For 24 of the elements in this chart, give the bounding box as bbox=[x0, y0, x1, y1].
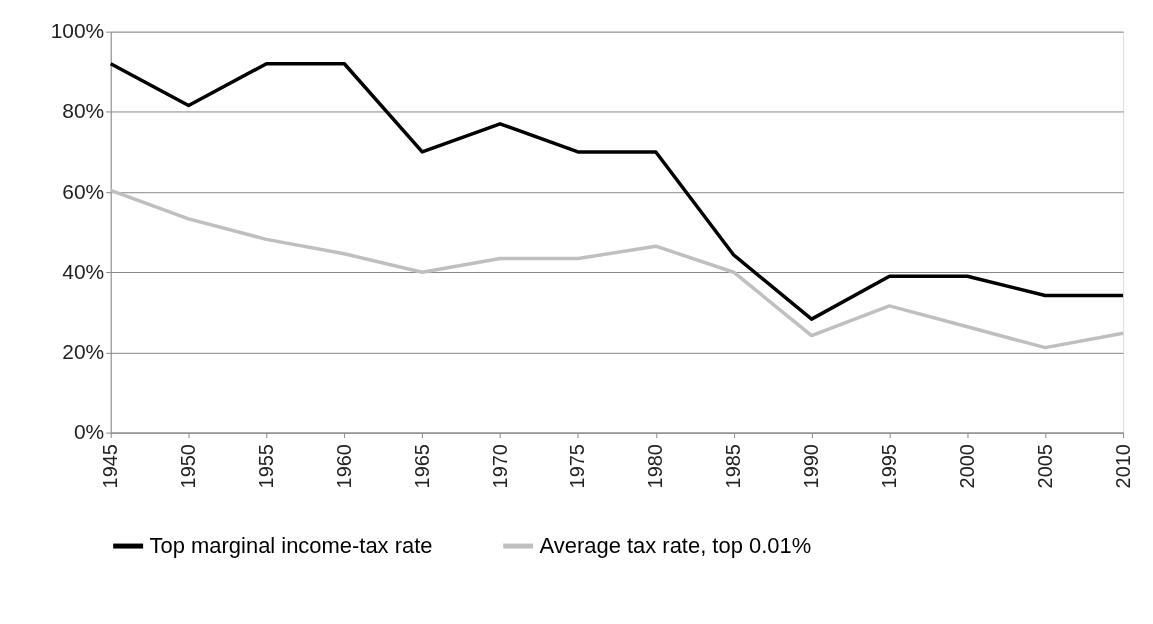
x-tick-label: 1995 bbox=[877, 444, 900, 489]
x-tick-label: 1970 bbox=[488, 444, 511, 489]
legend-label: Top marginal income-tax rate bbox=[149, 533, 433, 559]
x-tick-label: 1955 bbox=[254, 444, 277, 489]
x-tick-label: 1980 bbox=[644, 444, 667, 489]
y-tick-label: 60% bbox=[62, 179, 105, 203]
y-tick-label: 0% bbox=[73, 420, 105, 444]
y-tick-label: 100% bbox=[50, 19, 105, 43]
y-tick-label: 80% bbox=[62, 99, 105, 123]
x-tick-label: 1945 bbox=[99, 444, 122, 489]
y-tick-label: 40% bbox=[62, 259, 105, 283]
x-tick-label: 1975 bbox=[566, 444, 589, 489]
line-series bbox=[108, 61, 1125, 321]
x-tick-label: 2010 bbox=[1111, 444, 1134, 489]
x-tick-label: 1960 bbox=[332, 444, 355, 489]
y-tick-label: 20% bbox=[62, 339, 105, 363]
line-series bbox=[108, 188, 1125, 350]
x-tick-label: 1985 bbox=[722, 444, 745, 489]
legend-label: Average tax rate, top 0.01% bbox=[539, 533, 812, 559]
x-tick-label: 2000 bbox=[955, 444, 978, 489]
x-tick-label: 2005 bbox=[1033, 444, 1056, 489]
x-tick-label: 1990 bbox=[800, 444, 823, 489]
x-tick-label: 1950 bbox=[177, 444, 200, 489]
x-tick-label: 1965 bbox=[410, 444, 433, 489]
